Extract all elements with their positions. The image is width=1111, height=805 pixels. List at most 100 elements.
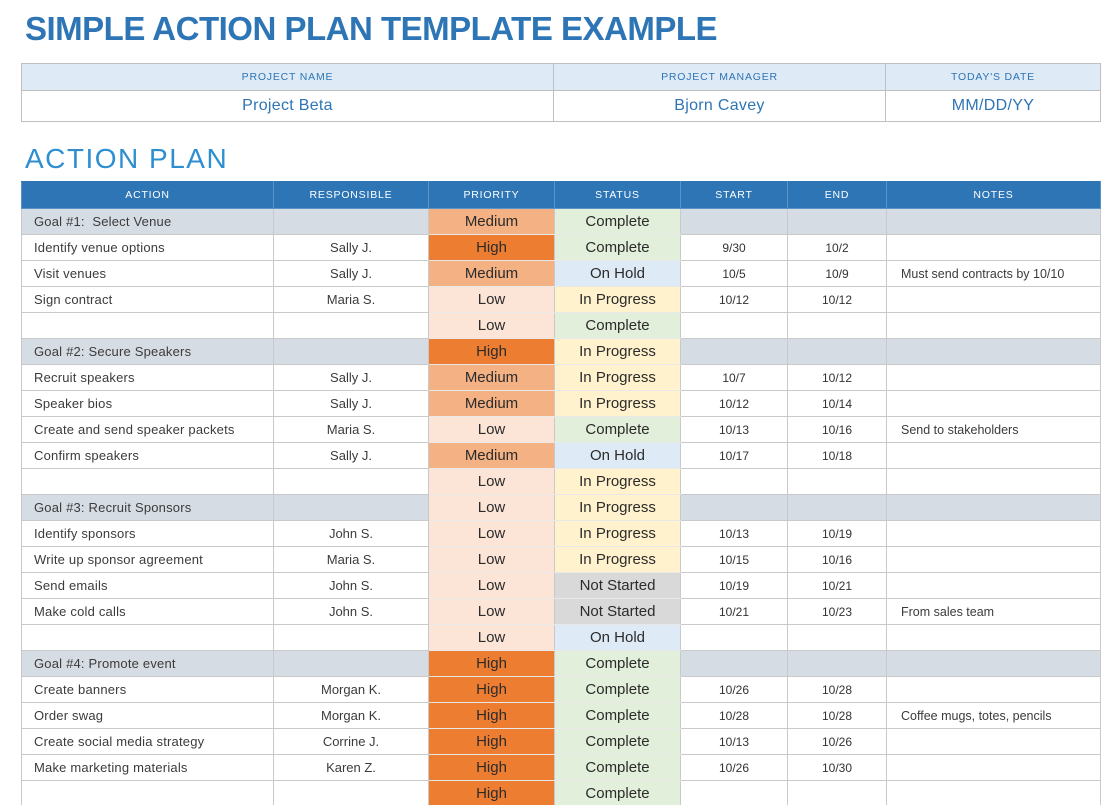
cell-status[interactable]: In Progress	[554, 468, 681, 495]
cell-status[interactable]: In Progress	[554, 494, 681, 521]
cell-responsible[interactable]: John S.	[273, 520, 429, 547]
cell-end[interactable]	[787, 312, 887, 339]
cell-action[interactable]: Make marketing materials	[21, 754, 274, 781]
cell-status[interactable]: In Progress	[554, 520, 681, 547]
cell-status[interactable]: In Progress	[554, 338, 681, 365]
cell-notes[interactable]	[886, 676, 1101, 703]
cell-responsible[interactable]	[273, 624, 429, 651]
cell-status[interactable]: Complete	[554, 416, 681, 443]
cell-responsible[interactable]: Maria S.	[273, 546, 429, 573]
cell-notes[interactable]	[886, 624, 1101, 651]
cell-priority[interactable]: Medium	[428, 208, 555, 235]
cell-responsible[interactable]: Sally J.	[273, 390, 429, 417]
cell-priority[interactable]: High	[428, 676, 555, 703]
cell-end[interactable]: 10/19	[787, 520, 887, 547]
cell-action[interactable]: Sign contract	[21, 286, 274, 313]
cell-notes[interactable]	[886, 468, 1101, 495]
cell-priority[interactable]: Low	[428, 286, 555, 313]
cell-end[interactable]: 10/18	[787, 442, 887, 469]
cell-responsible[interactable]: Sally J.	[273, 442, 429, 469]
cell-priority[interactable]: High	[428, 234, 555, 261]
cell-notes[interactable]	[886, 494, 1101, 521]
cell-end[interactable]: 10/26	[787, 728, 887, 755]
cell-responsible[interactable]: Morgan K.	[273, 676, 429, 703]
cell-priority[interactable]: Medium	[428, 390, 555, 417]
cell-action[interactable]	[21, 780, 274, 805]
cell-action[interactable]: Confirm speakers	[21, 442, 274, 469]
cell-status[interactable]: On Hold	[554, 624, 681, 651]
cell-action[interactable]: Goal #4: Promote event	[21, 650, 274, 677]
cell-priority[interactable]: Medium	[428, 442, 555, 469]
cell-priority[interactable]: Low	[428, 598, 555, 625]
todays-date-value[interactable]: MM/DD/YY	[885, 90, 1101, 122]
cell-action[interactable]: Write up sponsor agreement	[21, 546, 274, 573]
cell-end[interactable]: 10/16	[787, 416, 887, 443]
cell-priority[interactable]: Low	[428, 520, 555, 547]
cell-responsible[interactable]: John S.	[273, 598, 429, 625]
cell-notes[interactable]	[886, 338, 1101, 365]
cell-end[interactable]: 10/9	[787, 260, 887, 287]
cell-status[interactable]: Complete	[554, 676, 681, 703]
cell-status[interactable]: In Progress	[554, 286, 681, 313]
cell-responsible[interactable]	[273, 312, 429, 339]
cell-status[interactable]: On Hold	[554, 442, 681, 469]
cell-action[interactable]	[21, 468, 274, 495]
cell-start[interactable]: 10/26	[680, 676, 788, 703]
cell-end[interactable]: 10/12	[787, 364, 887, 391]
cell-start[interactable]: 10/17	[680, 442, 788, 469]
cell-priority[interactable]: Low	[428, 416, 555, 443]
cell-start[interactable]: 9/30	[680, 234, 788, 261]
cell-action[interactable]: Identify sponsors	[21, 520, 274, 547]
cell-action[interactable]: Speaker bios	[21, 390, 274, 417]
cell-priority[interactable]: High	[428, 338, 555, 365]
cell-responsible[interactable]: John S.	[273, 572, 429, 599]
cell-start[interactable]: 10/26	[680, 754, 788, 781]
cell-status[interactable]: Complete	[554, 650, 681, 677]
cell-status[interactable]: Complete	[554, 208, 681, 235]
cell-priority[interactable]: High	[428, 702, 555, 729]
cell-priority[interactable]: Low	[428, 572, 555, 599]
cell-notes[interactable]	[886, 520, 1101, 547]
cell-end[interactable]: 10/21	[787, 572, 887, 599]
cell-start[interactable]	[680, 338, 788, 365]
cell-responsible[interactable]: Corrine J.	[273, 728, 429, 755]
cell-notes[interactable]: Send to stakeholders	[886, 416, 1101, 443]
cell-end[interactable]	[787, 624, 887, 651]
cell-start[interactable]	[680, 468, 788, 495]
cell-action[interactable]: Goal #2: Secure Speakers	[21, 338, 274, 365]
cell-status[interactable]: Complete	[554, 234, 681, 261]
cell-responsible[interactable]: Sally J.	[273, 234, 429, 261]
cell-end[interactable]: 10/30	[787, 754, 887, 781]
cell-notes[interactable]	[886, 208, 1101, 235]
cell-notes[interactable]: From sales team	[886, 598, 1101, 625]
cell-priority[interactable]: Low	[428, 468, 555, 495]
cell-status[interactable]: Complete	[554, 780, 681, 805]
cell-notes[interactable]: Coffee mugs, totes, pencils	[886, 702, 1101, 729]
cell-notes[interactable]: Must send contracts by 10/10	[886, 260, 1101, 287]
cell-priority[interactable]: Medium	[428, 260, 555, 287]
cell-status[interactable]: In Progress	[554, 364, 681, 391]
cell-responsible[interactable]: Karen Z.	[273, 754, 429, 781]
cell-responsible[interactable]: Sally J.	[273, 364, 429, 391]
cell-priority[interactable]: High	[428, 780, 555, 805]
cell-priority[interactable]: High	[428, 728, 555, 755]
cell-end[interactable]: 10/28	[787, 676, 887, 703]
cell-end[interactable]: 10/16	[787, 546, 887, 573]
cell-action[interactable]: Create banners	[21, 676, 274, 703]
cell-end[interactable]	[787, 338, 887, 365]
cell-action[interactable]: Send emails	[21, 572, 274, 599]
cell-action[interactable]: Recruit speakers	[21, 364, 274, 391]
cell-priority[interactable]: Low	[428, 312, 555, 339]
cell-status[interactable]: Not Started	[554, 572, 681, 599]
cell-start[interactable]: 10/13	[680, 728, 788, 755]
cell-notes[interactable]	[886, 572, 1101, 599]
cell-notes[interactable]	[886, 234, 1101, 261]
cell-priority[interactable]: Medium	[428, 364, 555, 391]
cell-action[interactable]: Create and send speaker packets	[21, 416, 274, 443]
cell-responsible[interactable]: Morgan K.	[273, 702, 429, 729]
cell-action[interactable]: Visit venues	[21, 260, 274, 287]
cell-responsible[interactable]: Maria S.	[273, 286, 429, 313]
cell-end[interactable]: 10/12	[787, 286, 887, 313]
cell-start[interactable]: 10/7	[680, 364, 788, 391]
cell-priority[interactable]: High	[428, 754, 555, 781]
